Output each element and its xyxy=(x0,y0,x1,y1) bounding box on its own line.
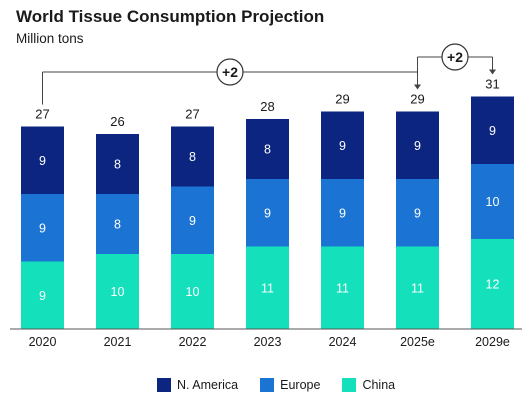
chart-title: World Tissue Consumption Projection xyxy=(16,7,325,26)
chart-legend: N. America Europe China xyxy=(157,378,417,392)
bar-segment-europe-2029e xyxy=(471,164,514,239)
x-tick-label-2029e: 2029e xyxy=(475,335,510,349)
bar-label-europe-2025e: 9 xyxy=(414,206,421,220)
bar-segment-china-2025e xyxy=(396,246,439,329)
bar-segment-china-2023 xyxy=(246,246,289,329)
annotation-2-arrowhead xyxy=(489,69,496,75)
bar-label-n-america-2023: 8 xyxy=(264,143,271,157)
bar-segment-china-2022 xyxy=(171,254,214,329)
bar-label-n-america-2024: 9 xyxy=(339,139,346,153)
bar-segment-china-2024 xyxy=(321,246,364,329)
bar-label-n-america-2021: 8 xyxy=(114,158,121,172)
bar-segment-europe-2025e xyxy=(396,179,439,247)
x-tick-label-2022: 2022 xyxy=(179,335,207,349)
bar-segment-n-america-2022 xyxy=(171,126,214,187)
bar-label-europe-2022: 9 xyxy=(189,214,196,228)
bar-label-china-2022: 10 xyxy=(186,285,200,299)
legend-item-n-america: N. America xyxy=(157,378,238,392)
bar-segment-n-america-2025e xyxy=(396,111,439,179)
bar-segment-europe-2022 xyxy=(171,186,214,254)
bar-label-europe-2029e: 10 xyxy=(486,195,500,209)
chart-subtitle: Million tons xyxy=(16,31,84,46)
x-tick-label-2021: 2021 xyxy=(104,335,132,349)
annotation-1-label: +2 xyxy=(222,64,238,80)
bar-total-2022: 27 xyxy=(185,107,199,122)
bar-label-n-america-2022: 8 xyxy=(189,150,196,164)
bar-label-china-2020: 9 xyxy=(39,289,46,303)
bar-label-europe-2020: 9 xyxy=(39,221,46,235)
bar-segment-n-america-2023 xyxy=(246,119,289,179)
bar-total-2029e: 31 xyxy=(485,77,499,92)
bar-segment-europe-2021 xyxy=(96,194,139,254)
bar-segment-china-2029e xyxy=(471,239,514,329)
bar-label-china-2023: 11 xyxy=(261,281,274,295)
bar-label-n-america-2029e: 9 xyxy=(489,124,496,138)
legend-item-china: China xyxy=(342,378,395,392)
x-tick-label-2020: 2020 xyxy=(29,335,57,349)
bar-label-europe-2021: 8 xyxy=(114,218,121,232)
bar-label-china-2024: 11 xyxy=(336,281,349,295)
legend-label-europe: Europe xyxy=(280,378,321,392)
bar-total-2023: 28 xyxy=(260,99,274,114)
bar-total-2021: 26 xyxy=(110,114,124,129)
x-tick-label-2024: 2024 xyxy=(329,335,357,349)
bar-total-2024: 29 xyxy=(335,92,349,107)
legend-item-europe: Europe xyxy=(260,378,320,392)
legend-label-china: China xyxy=(362,378,396,392)
bar-label-n-america-2020: 9 xyxy=(39,154,46,168)
bar-segment-europe-2024 xyxy=(321,179,364,247)
legend-swatch-europe xyxy=(260,378,275,392)
bar-total-2025e: 29 xyxy=(410,92,424,107)
x-tick-label-2025e: 2025e xyxy=(400,335,435,349)
bar-segment-n-america-2021 xyxy=(96,134,139,194)
bar-segment-europe-2023 xyxy=(246,179,289,247)
legend-swatch-china xyxy=(342,378,357,392)
bar-label-china-2029e: 12 xyxy=(486,278,500,292)
annotation-1-arrowhead xyxy=(414,84,421,90)
legend-swatch-n-america xyxy=(157,378,171,392)
bar-segment-n-america-2024 xyxy=(321,111,364,179)
bar-total-2020: 27 xyxy=(35,107,49,122)
bar-segment-n-america-2029e xyxy=(471,96,514,164)
bar-label-china-2021: 10 xyxy=(111,285,125,299)
bar-segment-n-america-2020 xyxy=(21,126,64,194)
bar-label-n-america-2025e: 9 xyxy=(414,139,421,153)
bar-segment-europe-2020 xyxy=(21,194,64,262)
annotation-2-circle xyxy=(441,43,469,71)
annotation-2-label: +2 xyxy=(447,49,463,65)
bar-label-europe-2024: 9 xyxy=(339,206,346,220)
bar-label-china-2025e: 11 xyxy=(411,281,424,295)
bar-segment-china-2020 xyxy=(21,261,64,329)
bar-label-europe-2023: 9 xyxy=(264,206,271,220)
bar-segment-china-2021 xyxy=(96,254,139,329)
annotation-1-circle xyxy=(216,58,244,86)
legend-label-n-america: N. America xyxy=(177,378,239,392)
x-tick-label-2023: 2023 xyxy=(254,335,282,349)
